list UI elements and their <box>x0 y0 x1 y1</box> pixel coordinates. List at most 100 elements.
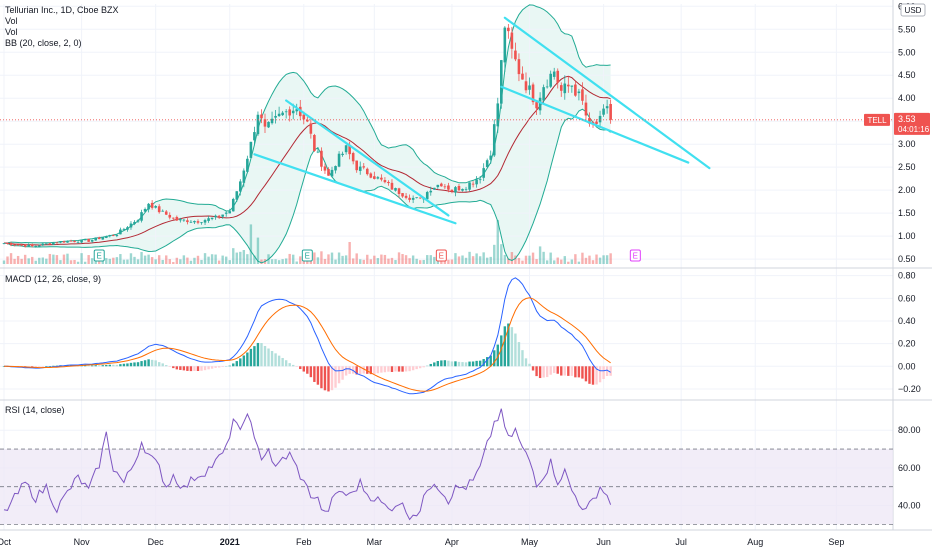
candle-body[interactable] <box>334 166 337 171</box>
candle-body[interactable] <box>478 179 482 181</box>
candle-body[interactable] <box>76 242 80 244</box>
candle-body[interactable] <box>341 153 344 156</box>
candle-body[interactable] <box>168 214 172 218</box>
candle-body[interactable] <box>224 212 228 214</box>
candle-body[interactable] <box>542 87 545 101</box>
candle-body[interactable] <box>41 243 45 246</box>
candle-body[interactable] <box>425 192 429 200</box>
candle-body[interactable] <box>524 81 528 91</box>
candle-body[interactable] <box>104 236 108 238</box>
candle-body[interactable] <box>503 27 507 63</box>
candle-body[interactable] <box>411 197 415 200</box>
candle-body[interactable] <box>404 195 408 198</box>
candle-body[interactable] <box>122 228 126 230</box>
candle-body[interactable] <box>468 182 471 190</box>
candle-body[interactable] <box>567 84 570 87</box>
trendlines-layer[interactable] <box>253 16 711 225</box>
candle-body[interactable] <box>316 151 320 153</box>
candle-body[interactable] <box>27 244 30 247</box>
candle-body[interactable] <box>457 186 461 191</box>
candle-body[interactable] <box>588 117 591 124</box>
candle-body[interactable] <box>246 158 249 172</box>
candle-body[interactable] <box>235 191 239 200</box>
candle-body[interactable] <box>281 112 284 116</box>
candle-body[interactable] <box>309 123 313 134</box>
candle-body[interactable] <box>48 243 52 245</box>
candle-body[interactable] <box>129 223 133 228</box>
candle-body[interactable] <box>231 198 235 212</box>
candle-body[interactable] <box>6 243 9 244</box>
candle-body[interactable] <box>284 111 288 113</box>
candle-body[interactable] <box>327 169 330 176</box>
candle-body[interactable] <box>83 239 87 241</box>
candle-body[interactable] <box>37 245 41 247</box>
macd-title[interactable]: MACD (12, 26, close, 9) <box>5 274 102 284</box>
candle-body[interactable] <box>531 84 535 103</box>
candle-body[interactable] <box>175 216 179 221</box>
candle-body[interactable] <box>136 220 140 222</box>
candle-body[interactable] <box>380 177 383 180</box>
candle-body[interactable] <box>302 114 306 120</box>
candle-body[interactable] <box>80 239 83 243</box>
earnings-marker[interactable]: E <box>301 249 313 262</box>
candle-body[interactable] <box>602 108 605 115</box>
candle-body[interactable] <box>34 245 38 247</box>
candle-body[interactable] <box>242 170 246 183</box>
candle-body[interactable] <box>45 243 48 245</box>
candle-body[interactable] <box>559 85 563 91</box>
candle-body[interactable] <box>584 102 588 116</box>
candle-body[interactable] <box>387 181 390 184</box>
candle-body[interactable] <box>362 166 366 168</box>
candle-body[interactable] <box>517 59 521 75</box>
candle-body[interactable] <box>9 243 13 245</box>
candle-body[interactable] <box>186 220 189 223</box>
candle-body[interactable] <box>277 113 281 117</box>
candle-body[interactable] <box>552 71 556 77</box>
candle-body[interactable] <box>97 237 101 240</box>
candle-body[interactable] <box>73 241 76 243</box>
candle-body[interactable] <box>496 103 500 127</box>
earnings-marker-box[interactable] <box>301 249 313 262</box>
candle-body[interactable] <box>320 150 323 167</box>
candle-body[interactable] <box>101 237 105 240</box>
candle-body[interactable] <box>161 210 165 212</box>
candle-body[interactable] <box>454 187 457 193</box>
candle-body[interactable] <box>306 119 309 122</box>
candle-body[interactable] <box>196 221 200 223</box>
earnings-marker[interactable]: E <box>93 249 105 262</box>
candle-body[interactable] <box>538 97 542 111</box>
candle-body[interactable] <box>365 168 369 175</box>
candle-body[interactable] <box>200 222 203 224</box>
candle-body[interactable] <box>436 184 440 188</box>
candle-body[interactable] <box>563 83 567 94</box>
candle-body[interactable] <box>90 240 94 242</box>
candle-body[interactable] <box>358 166 362 171</box>
candle-body[interactable] <box>605 106 609 109</box>
trendline[interactable] <box>253 153 457 225</box>
candle-body[interactable] <box>270 118 274 124</box>
candle-body[interactable] <box>253 132 256 141</box>
candle-body[interactable] <box>447 185 450 190</box>
candle-body[interactable] <box>528 85 531 90</box>
candle-body[interactable] <box>397 188 401 194</box>
last-price-badge[interactable] <box>894 112 930 135</box>
candle-body[interactable] <box>609 103 612 120</box>
candle-body[interactable] <box>115 234 119 237</box>
candle-body[interactable] <box>376 177 380 179</box>
candle-body[interactable] <box>87 238 90 242</box>
candle-body[interactable] <box>489 155 493 160</box>
candle-body[interactable] <box>471 183 475 185</box>
candle-body[interactable] <box>415 197 418 199</box>
candle-body[interactable] <box>62 241 66 243</box>
candle-body[interactable] <box>337 153 341 167</box>
candle-body[interactable] <box>69 240 73 242</box>
candle-body[interactable] <box>221 214 224 217</box>
candle-body[interactable] <box>157 206 161 213</box>
overlay-vol-2[interactable]: Vol <box>5 27 18 37</box>
candle-body[interactable] <box>267 121 270 128</box>
candle-body[interactable] <box>595 121 598 124</box>
candle-body[interactable] <box>440 183 443 187</box>
candle-body[interactable] <box>348 144 351 155</box>
